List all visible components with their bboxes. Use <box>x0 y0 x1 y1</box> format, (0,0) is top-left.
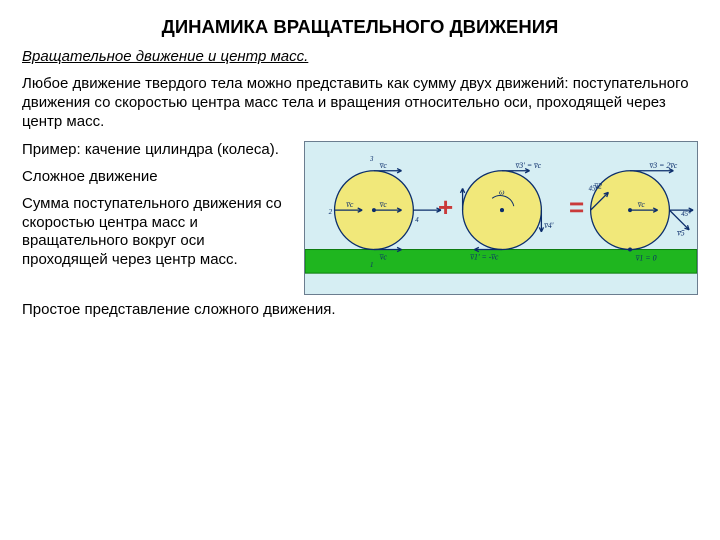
page-title: ДИНАМИКА ВРАЩАТЕЛЬНОГО ДВИЖЕНИЯ <box>22 16 698 38</box>
svg-text:4: 4 <box>415 217 419 224</box>
svg-text:2: 2 <box>329 209 333 216</box>
diagram-svg: v̅c v̅c v̅c 2 4 3 1 v̅c v̅3' = v̅c v̅1' = -v̅c v̅4… <box>305 142 697 294</box>
content-row: Пример: качение цилиндра (колеса). Сложн… <box>22 141 698 295</box>
plus-operator: + <box>438 192 453 223</box>
svg-text:v̅5: v̅5 <box>677 229 685 238</box>
equals-operator: = <box>569 192 584 223</box>
subtitle: Вращательное движение и центр масс. <box>22 48 698 65</box>
svg-text:v̅3' = v̅c: v̅3' = v̅c <box>515 161 541 170</box>
svg-text:v̅c: v̅c <box>379 200 387 209</box>
example-label: Пример: качение цилиндра (колеса). <box>22 141 292 160</box>
simple-representation: Простое представление сложного движения. <box>22 301 698 320</box>
svg-text:v̅3 = 2v̅c: v̅3 = 2v̅c <box>649 161 678 170</box>
left-column: Пример: качение цилиндра (колеса). Сложн… <box>22 141 292 278</box>
svg-text:ω: ω <box>499 188 505 197</box>
svg-text:v̅4': v̅4' <box>544 221 554 230</box>
svg-text:1: 1 <box>370 262 373 269</box>
svg-text:v̅1 = 0: v̅1 = 0 <box>635 254 656 263</box>
svg-text:v̅2: v̅2 <box>594 182 602 191</box>
intro-paragraph: Любое движение твердого тела можно предс… <box>22 75 698 131</box>
rolling-diagram: v̅c v̅c v̅c 2 4 3 1 v̅c v̅3' = v̅c v̅1' = -v̅c v̅4… <box>304 141 698 295</box>
svg-text:3: 3 <box>369 156 374 163</box>
svg-text:v̅c: v̅c <box>379 253 387 262</box>
svg-text:v̅c: v̅c <box>346 200 354 209</box>
svg-text:v̅c: v̅c <box>379 161 387 170</box>
sum-description: Сумма поступательного движения со скорос… <box>22 195 292 270</box>
svg-text:v̅c: v̅c <box>637 200 645 209</box>
complex-motion-label: Сложное движение <box>22 168 292 187</box>
svg-text:v̅1' = -v̅c: v̅1' = -v̅c <box>470 253 499 262</box>
